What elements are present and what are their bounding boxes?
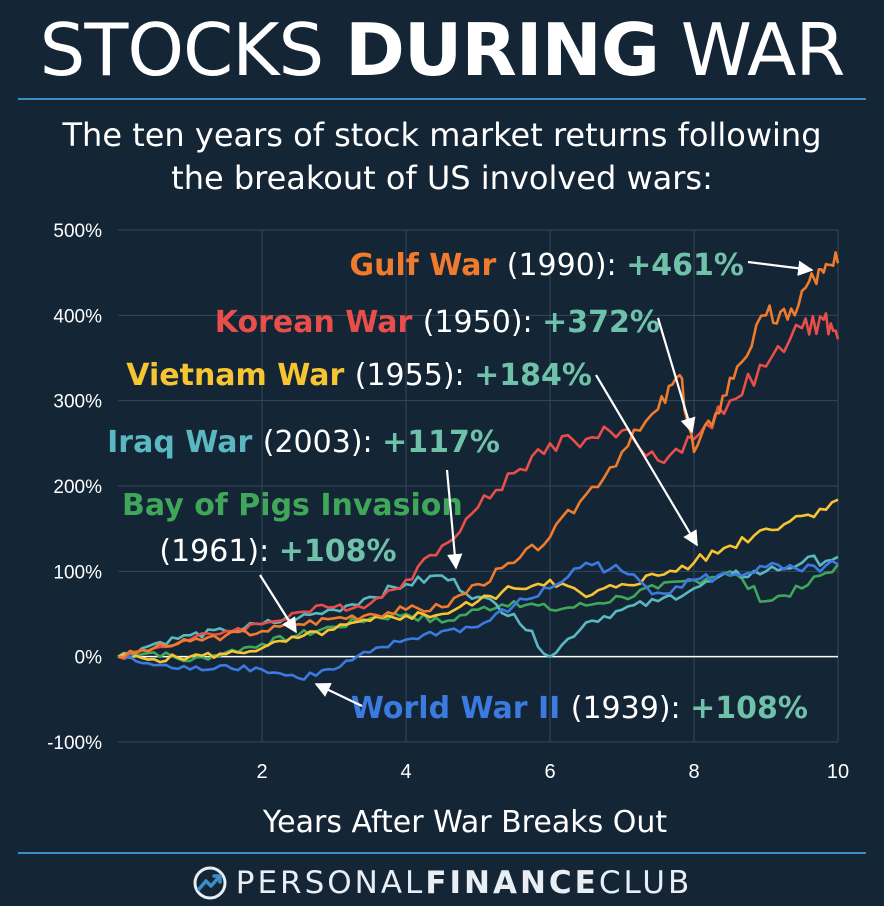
label-vietnam-war-year: (1955): [355,358,474,393]
label-bay-of-pigs-year: (1961): [159,534,278,569]
label-world-war-ii-return: +108% [690,691,808,726]
arrow-vietnam-war [595,374,698,547]
label-gulf-war-return: +461% [626,248,744,283]
label-vietnam-war: Vietnam War (1955): +184% [126,358,592,393]
y-tick-label: 0% [75,648,103,669]
label-bay-of-pigs: Bay of Pigs Invasion [122,488,463,523]
y-tick-label: 400% [53,306,102,327]
page-title: STOCKS DURING WAR [0,2,884,98]
x-axis-label: Years After War Breaks Out [262,805,668,840]
label-world-war-ii: World War II (1939): +108% [351,691,808,726]
arrow-gulf-war [747,260,814,276]
series-line-vietnam-war [117,498,839,664]
y-tick-label: 100% [53,562,102,583]
series-line-gulf-war [117,251,840,659]
label-world-war-ii-year: (1939): [571,691,690,726]
x-tick-label: 4 [400,761,411,783]
footer-brand: PERSONAL FINANCE CLUB [0,860,884,906]
x-tick-label: 8 [688,761,699,783]
y-tick-label: 500% [53,221,102,242]
label-bay-of-pigs-line2: (1961): +108% [159,534,396,569]
subtitle-line-2: the breakout of US involved wars: [171,159,713,197]
brand-finance: FINANCE [425,865,599,901]
label-korean-war: Korean War (1950): +372% [215,305,660,340]
title-divider [18,98,866,100]
series-line-bay-of-pigs-invasion [117,563,840,663]
label-iraq-war-year: (2003): [263,425,382,460]
x-tick-label: 10 [827,761,849,783]
subtitle-line-1: The ten years of stock market returns fo… [62,116,822,154]
label-iraq-war-return: +117% [382,425,500,460]
label-gulf-war-year: (1990): [507,248,626,283]
arrow-iraq-war [445,469,463,570]
y-tick-label: 200% [53,477,102,498]
brand-personal: PERSONAL [235,865,426,901]
title-stocks: STOCKS [39,8,346,92]
series-line-world-war-ii [117,559,839,681]
brand-club: CLUB [598,865,693,901]
label-korean-war-war-name: Korean War [215,305,423,340]
brand-logo-icon [193,866,227,900]
x-tick-label: 2 [256,761,267,783]
arrow-world-war-ii [314,683,363,707]
label-gulf-war-war-name: Gulf War [350,248,507,283]
label-korean-war-return: +372% [542,305,660,340]
arrow-bay-of-pigs [259,574,297,634]
label-bay-of-pigs-war-name: Bay of Pigs Invasion [122,488,463,523]
label-iraq-war: Iraq War (2003): +117% [107,425,500,460]
label-world-war-ii-war-name: World War II [351,691,571,726]
label-korean-war-year: (1950): [423,305,542,340]
x-tick-label: 6 [544,761,555,783]
subtitle: The ten years of stock market returns fo… [0,114,884,200]
label-iraq-war-war-name: Iraq War [107,425,263,460]
y-tick-label: 300% [53,392,102,413]
label-gulf-war: Gulf War (1990): +461% [350,248,745,283]
label-vietnam-war-war-name: Vietnam War [126,358,354,393]
label-bay-of-pigs-return: +108% [279,534,397,569]
y-tick-label: -100% [47,733,102,754]
label-vietnam-war-return: +184% [474,358,592,393]
footer-divider [18,852,866,854]
arrow-korean-war [656,317,696,434]
title-war: WAR [658,8,846,92]
title-during: DURING [345,8,660,92]
